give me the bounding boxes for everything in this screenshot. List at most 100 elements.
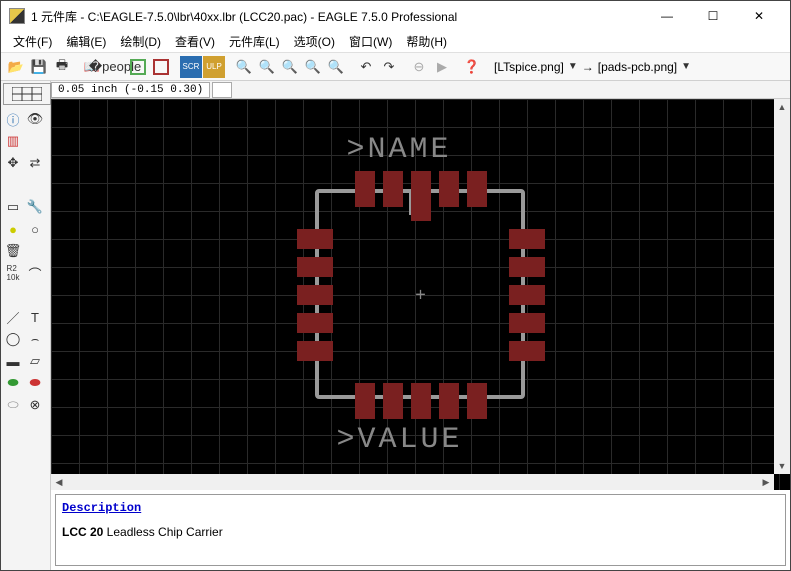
command-input[interactable]	[212, 82, 232, 98]
grid-button[interactable]	[3, 83, 51, 105]
smd-icon[interactable]: ⬭	[3, 395, 23, 415]
redo-icon[interactable]: ↷	[378, 56, 400, 78]
circ-tool-icon[interactable]: ◯	[3, 329, 23, 349]
pad	[467, 383, 487, 419]
pad-tool-icon[interactable]: R210k	[3, 263, 23, 283]
blank	[3, 285, 23, 305]
pad	[509, 313, 545, 333]
arrow-icon: →	[582, 60, 594, 74]
zoom-fit-icon[interactable]: 🔍	[279, 56, 301, 78]
pad	[467, 171, 487, 207]
pad	[439, 171, 459, 207]
maximize-button[interactable]: ☐	[690, 1, 736, 31]
value-label: >VALUE	[337, 423, 463, 457]
work-area: ⓘ 👁 ▥ ✥ ⇄ ▭ 🔧 ● ○ 🗑 R210k ⌒ ／ T ◯ ⌢ ▬ ▱ …	[1, 81, 790, 570]
line-icon[interactable]: ／	[3, 307, 23, 327]
help-icon[interactable]: ❓	[461, 56, 483, 78]
via-r-icon[interactable]: ⬬	[25, 373, 45, 393]
save-icon[interactable]: 💾	[28, 56, 50, 78]
canvas[interactable]: >NAME	[51, 99, 790, 490]
description-heading[interactable]: Description	[62, 501, 779, 515]
text-icon[interactable]: T	[25, 307, 45, 327]
scroll-up-icon[interactable]: ▲	[774, 99, 790, 115]
pad	[297, 229, 333, 249]
zoom-sel-icon[interactable]: 🔍	[302, 56, 324, 78]
separator	[401, 56, 407, 78]
close-button[interactable]: ✕	[736, 1, 782, 31]
menu-file[interactable]: 文件(F)	[7, 31, 58, 52]
file-switcher: [LTspice.png] ▼ → [pads-pcb.png] ▼	[494, 60, 691, 74]
description-panel: Description LCC 20 Leadless Chip Carrier	[55, 494, 786, 566]
minimize-button[interactable]: —	[644, 1, 690, 31]
app-icon	[9, 8, 25, 24]
trash-icon[interactable]: 🗑	[3, 241, 23, 261]
zoom-out-icon[interactable]: 🔍	[233, 56, 255, 78]
blank	[25, 131, 45, 151]
origin-cross: +	[415, 284, 426, 305]
dev-icon[interactable]	[150, 56, 172, 78]
pad	[297, 313, 333, 333]
coordinate-bar: 0.05 inch (-0.15 0.30)	[51, 81, 790, 99]
zoom-in-icon[interactable]: 🔍	[256, 56, 278, 78]
rect-tool-icon[interactable]: ▬	[3, 351, 23, 371]
info-icon[interactable]: ⓘ	[3, 109, 23, 129]
pad	[297, 341, 333, 361]
separator	[454, 56, 460, 78]
blank	[25, 175, 45, 195]
vertical-scrollbar[interactable]: ▲ ▼	[774, 99, 790, 474]
via-g-icon[interactable]: ⬬	[3, 373, 23, 393]
arc-icon[interactable]: ⌒	[25, 263, 45, 283]
scr-icon[interactable]: SCR	[180, 56, 202, 78]
circle-icon[interactable]: ○	[25, 219, 45, 239]
zoom-redraw-icon[interactable]: 🔍	[325, 56, 347, 78]
left-toolbar: ⓘ 👁 ▥ ✥ ⇄ ▭ 🔧 ● ○ 🗑 R210k ⌒ ／ T ◯ ⌢ ▬ ▱ …	[1, 81, 51, 570]
move-icon[interactable]: ✥	[3, 153, 23, 173]
circle-y-icon[interactable]: ●	[3, 219, 23, 239]
open-icon[interactable]: 📂	[5, 56, 27, 78]
layers-icon[interactable]: ▥	[3, 131, 23, 151]
title-bar: 1 元件库 - C:\EAGLE-7.5.0\lbr\40xx.lbr (LCC…	[1, 1, 790, 31]
menu-options[interactable]: 选项(O)	[288, 31, 341, 52]
menu-help[interactable]: 帮助(H)	[400, 31, 453, 52]
go-icon[interactable]: ▶	[431, 56, 453, 78]
hole-icon[interactable]: ⊗	[25, 395, 45, 415]
file-a[interactable]: [LTspice.png]	[494, 60, 564, 74]
pad	[509, 257, 545, 277]
separator	[173, 56, 179, 78]
sch-icon[interactable]	[127, 56, 149, 78]
pad	[509, 229, 545, 249]
separator	[74, 56, 80, 78]
menu-library[interactable]: 元件库(L)	[223, 31, 286, 52]
pad	[297, 257, 333, 277]
blank	[25, 241, 45, 261]
scroll-down-icon[interactable]: ▼	[774, 458, 790, 474]
rect-icon[interactable]: ▭	[3, 197, 23, 217]
pad	[297, 285, 333, 305]
eye-icon[interactable]: 👁	[25, 109, 45, 129]
pad	[411, 383, 431, 419]
menu-draw[interactable]: 绘制(D)	[114, 31, 167, 52]
dropdown-icon[interactable]: ▼	[568, 61, 578, 72]
stop-icon[interactable]: ⊖	[408, 56, 430, 78]
undo-icon[interactable]: ↶	[355, 56, 377, 78]
board-icon[interactable]: �people	[104, 56, 126, 78]
menu-window[interactable]: 窗口(W)	[343, 31, 398, 52]
arc-tool-icon[interactable]: ⌢	[25, 329, 45, 349]
description-body: LCC 20 Leadless Chip Carrier	[62, 525, 779, 540]
side-tools: ⓘ 👁 ▥ ✥ ⇄ ▭ 🔧 ● ○ 🗑 R210k ⌒ ／ T ◯ ⌢ ▬ ▱ …	[1, 107, 50, 417]
ulp-icon[interactable]: ULP	[203, 56, 225, 78]
pad	[355, 383, 375, 419]
menu-view[interactable]: 查看(V)	[169, 31, 221, 52]
print-icon[interactable]: 🖶	[51, 56, 73, 78]
mirror-icon[interactable]: ⇄	[25, 153, 45, 173]
dropdown-icon[interactable]: ▼	[681, 61, 691, 72]
menu-edit[interactable]: 编辑(E)	[60, 31, 112, 52]
window-title: 1 元件库 - C:\EAGLE-7.5.0\lbr\40xx.lbr (LCC…	[31, 8, 644, 25]
file-b[interactable]: [pads-pcb.png]	[598, 60, 677, 74]
poly-icon[interactable]: ▱	[25, 351, 45, 371]
wrench-icon[interactable]: 🔧	[25, 197, 45, 217]
scroll-right-icon[interactable]: ▶	[758, 474, 774, 490]
horizontal-scrollbar[interactable]: ◀ ▶	[51, 474, 774, 490]
scroll-left-icon[interactable]: ◀	[51, 474, 67, 490]
blank	[25, 285, 45, 305]
